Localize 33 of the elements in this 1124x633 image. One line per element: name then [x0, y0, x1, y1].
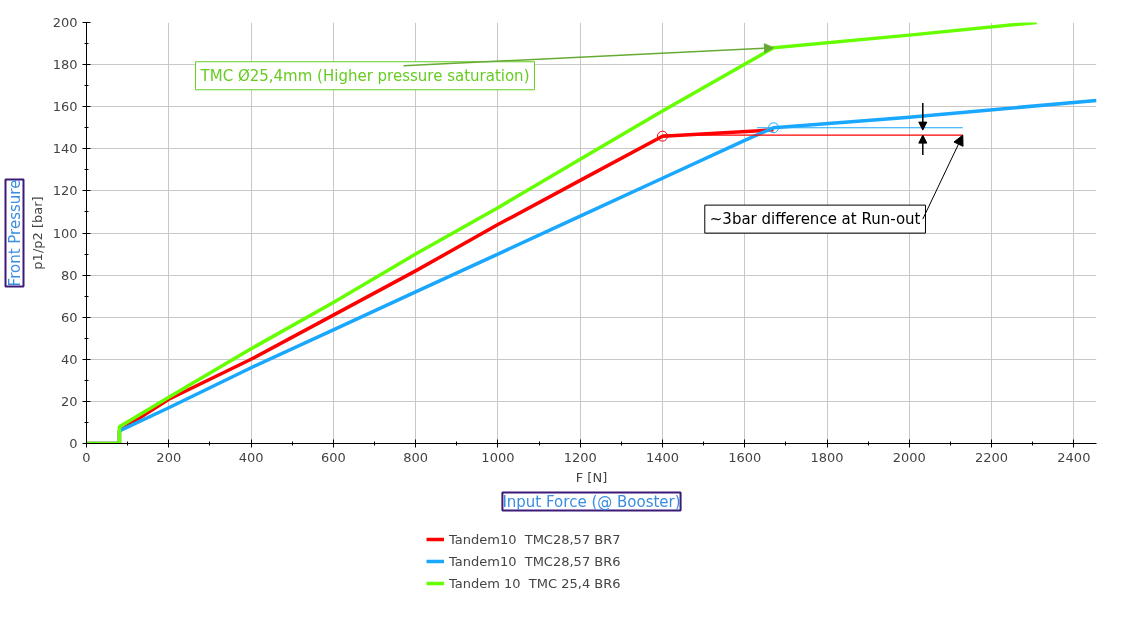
x-tick-label: 1000: [481, 449, 515, 465]
x-tick-label: 1600: [728, 449, 762, 465]
y-tick-label: 40: [60, 351, 78, 367]
y-tick-label: 20: [60, 393, 78, 409]
x-tick-label: 0: [82, 449, 91, 465]
y-tick-label: 120: [52, 183, 78, 199]
y-tick-label: 80: [60, 267, 78, 283]
x-tick-label: 200: [156, 449, 182, 465]
x-tick-label: 1200: [563, 449, 597, 465]
x-tick-label: 2200: [975, 449, 1009, 465]
legend-label: Tandem10 TMC28,57 BR6: [449, 553, 621, 569]
x-tick-label: 400: [238, 449, 264, 465]
x-tick-label: 1400: [645, 449, 680, 465]
x-tick-label: 2400: [1057, 449, 1091, 465]
y-tick-label: 0: [69, 436, 78, 451]
y-axis-title: p1/p2 [bar]: [29, 196, 45, 270]
annotation: TMC Ø25,4mm (Higher pressure saturation): [199, 66, 530, 85]
x-axis-title: F [N]: [575, 469, 608, 485]
text: Input Force (@ Booster): [502, 492, 681, 511]
x-tick-label: 600: [320, 449, 346, 465]
y-tick-label: 60: [60, 309, 78, 325]
legend-label: Tandem10 TMC28,57 BR7: [449, 531, 621, 547]
x-tick-label: 800: [403, 449, 429, 465]
y-tick-label: 140: [52, 141, 78, 157]
x-tick-label: 2000: [892, 449, 926, 465]
y-tick-label: 100: [52, 225, 78, 241]
annotation: ~3bar difference at Run-out: [709, 210, 921, 229]
x-tick-label: 1800: [810, 449, 844, 465]
y-tick-label: 180: [52, 57, 78, 73]
text: Front Pressure: [5, 179, 24, 287]
legend-label: Tandem 10 TMC 25,4 BR6: [449, 575, 621, 591]
y-tick-label: 160: [52, 99, 78, 115]
y-tick-label: 200: [52, 15, 78, 30]
